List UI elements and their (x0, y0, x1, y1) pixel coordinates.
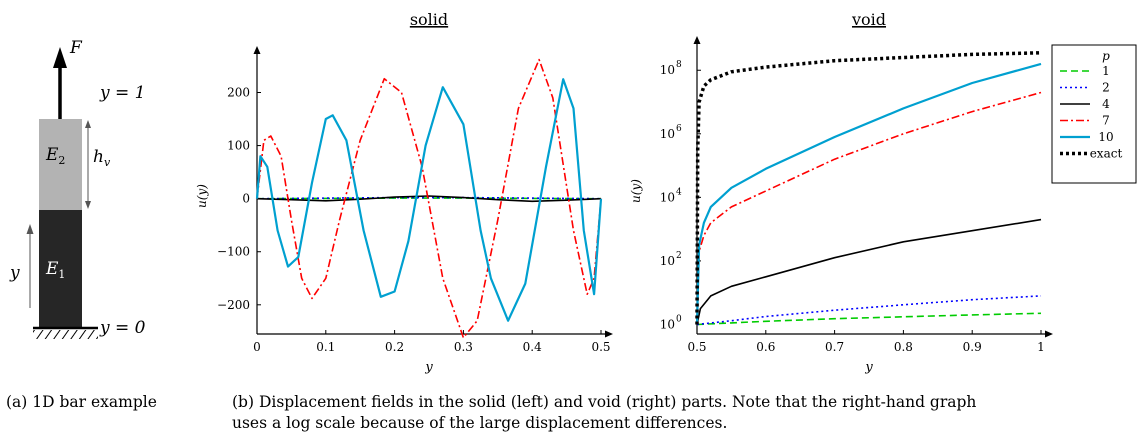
y-tick-label: 10 (660, 190, 675, 204)
force-arrowhead (53, 47, 67, 68)
bottom-coordinate-label: y = 0 (99, 318, 146, 338)
height-label: hv (93, 147, 111, 169)
y-axis-arrowhead (693, 36, 701, 44)
top-coordinate-label: y = 1 (99, 83, 145, 103)
chart-title: void (851, 10, 886, 29)
x-tick-label: 0.5 (591, 340, 610, 354)
y-axis-arrowhead (253, 46, 261, 54)
x-axis-arrowhead (605, 330, 613, 338)
series-line-2 (696, 295, 1042, 326)
y-axis-label: u(y) (195, 184, 209, 208)
legend-label-2: 2 (1102, 81, 1110, 95)
y-tick-exponent: 4 (676, 187, 682, 197)
bar-upper-segment (39, 119, 82, 210)
y-tick-label: 10 (660, 127, 675, 141)
height-arrowhead-top (85, 120, 91, 128)
y-tick-label: 100 (227, 139, 250, 153)
legend-label-4: 4 (1102, 97, 1110, 111)
x-tick-label: 0.5 (687, 340, 706, 354)
force-label: F (69, 38, 83, 58)
y-axis-label: u(y) (629, 179, 643, 203)
x-tick-label: 0.8 (894, 340, 913, 354)
y-tick-exponent: 8 (676, 60, 682, 70)
caption-a: (a) 1D bar example (6, 393, 157, 411)
legend-label-1: 1 (1102, 64, 1110, 78)
legend-label-10: 10 (1098, 130, 1113, 144)
y-tick-label: 10 (660, 254, 675, 268)
y-tick-label: −100 (217, 245, 250, 259)
series-line-1 (696, 312, 1042, 326)
figure-canvas: F hv E2 E1 y y = 1 y = 0 0 0.1 0.2 0.3 0.4 0.… (9, 10, 1137, 375)
x-tick-label: 0 (253, 340, 261, 354)
series-line-10 (255, 78, 603, 322)
legend-label-7: 7 (1102, 114, 1110, 128)
series-line-4 (696, 218, 1042, 325)
x-tick-label: 0.3 (454, 340, 473, 354)
x-tick-label: 0.6 (756, 340, 775, 354)
ground-hatch (33, 330, 98, 339)
series-line-4 (256, 195, 602, 203)
chart-solid: 0 0.1 0.2 0.3 0.4 0.5 −200 −100 0 100 200 solid y u(y… (195, 10, 613, 375)
series-line-exact (695, 51, 1042, 325)
x-axis-label: y (424, 360, 433, 375)
y-tick-exponent: 2 (676, 251, 682, 261)
label-lower: E1 (45, 259, 65, 281)
legend-label-exact: exact (1090, 147, 1123, 161)
x-tick-label: 0.7 (825, 340, 844, 354)
series-line-7 (696, 91, 1042, 325)
legend-box (1051, 44, 1137, 184)
y-coordinate-arrowhead (26, 224, 34, 234)
series-line-7 (256, 58, 602, 339)
y-tick-label: −200 (217, 298, 250, 312)
y-tick-label: 0 (242, 192, 250, 206)
x-tick-label: 1 (1037, 340, 1045, 354)
x-axis-arrowhead (1045, 330, 1053, 338)
series-line-10 (695, 62, 1042, 325)
x-tick-label: 0.4 (523, 340, 542, 354)
y-coordinate-label: y (9, 263, 20, 283)
x-tick-label: 0.2 (385, 340, 404, 354)
chart-title: solid (410, 10, 448, 29)
y-tick-label: 200 (227, 86, 250, 100)
caption-b-line2: uses a log scale because of the large di… (232, 414, 728, 432)
bar-lower-segment (39, 210, 82, 328)
caption-b-line1: (b) Displacement fields in the solid (le… (232, 393, 977, 411)
caption-b: (b) Displacement fields in the solid (le… (232, 392, 976, 434)
x-tick-label: 0.1 (316, 340, 335, 354)
legend-title: p (1102, 49, 1110, 63)
height-arrowhead-bottom (85, 201, 91, 209)
x-axis-label: y (864, 360, 873, 375)
y-tick-exponent: 0 (676, 314, 682, 324)
series-line-2 (256, 196, 602, 200)
y-tick-label: 10 (660, 63, 675, 77)
x-tick-label: 0.9 (963, 340, 982, 354)
label-upper: E2 (45, 145, 65, 167)
bar-diagram: F hv E2 E1 y y = 1 y = 0 (9, 38, 146, 339)
y-tick-exponent: 6 (676, 124, 682, 134)
legend-void: p1 2 4 7 10 exact (1051, 44, 1137, 184)
y-tick-label: 10 (660, 317, 675, 331)
